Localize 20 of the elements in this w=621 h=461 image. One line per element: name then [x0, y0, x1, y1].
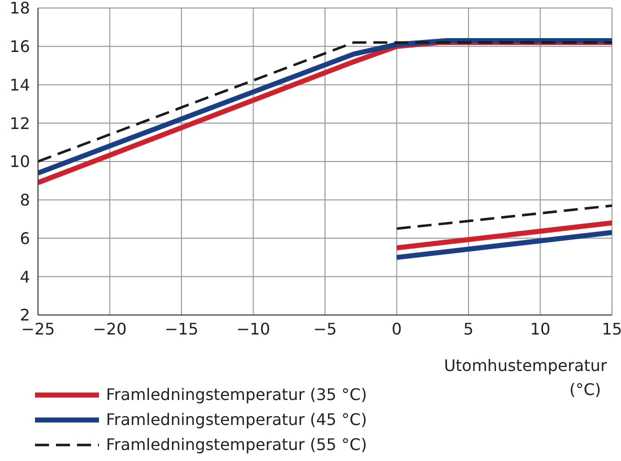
legend-label: Framledningstemperatur (55 °C) [106, 435, 367, 454]
y-tick-label: 4 [20, 267, 30, 286]
y-tick-label: 16 [10, 37, 30, 56]
x-tick-label: 5 [463, 319, 474, 338]
x-tick-label: −10 [236, 319, 270, 338]
x-axis-title: Utomhustemperatur (°C) [442, 355, 607, 401]
legend-label: Framledningstemperatur (35 °C) [106, 385, 367, 404]
x-tick-label: −20 [92, 319, 127, 338]
x-tick-label: −5 [313, 319, 337, 338]
x-tick-label: 15 [602, 319, 621, 338]
y-tick-label: 18 [10, 0, 30, 18]
y-tick-label: 14 [10, 75, 30, 94]
x-tick-label: −15 [164, 319, 198, 338]
x-tick-label: 10 [530, 319, 550, 338]
x-tick-label: 0 [392, 319, 402, 338]
y-tick-label: 12 [10, 114, 30, 133]
y-tick-label: 6 [20, 228, 30, 248]
y-tick-label: 10 [10, 152, 30, 172]
legend-label: Framledningstemperatur (45 °C) [106, 410, 367, 429]
y-tick-label: 8 [20, 190, 30, 210]
